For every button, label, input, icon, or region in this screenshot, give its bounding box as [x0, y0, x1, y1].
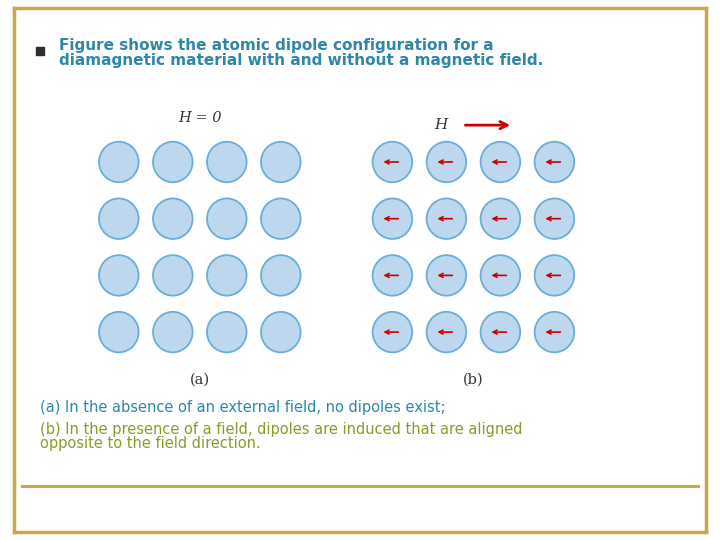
- Ellipse shape: [207, 198, 246, 239]
- Ellipse shape: [426, 198, 467, 239]
- Ellipse shape: [534, 141, 575, 183]
- Ellipse shape: [481, 312, 521, 353]
- Ellipse shape: [534, 255, 575, 295]
- Ellipse shape: [426, 312, 467, 353]
- Ellipse shape: [261, 312, 301, 353]
- Ellipse shape: [481, 255, 521, 295]
- Ellipse shape: [373, 198, 413, 239]
- Text: H: H: [434, 118, 448, 132]
- Ellipse shape: [534, 198, 575, 239]
- Ellipse shape: [261, 141, 301, 183]
- Ellipse shape: [481, 141, 521, 183]
- Text: (b) In the presence of a field, dipoles are induced that are aligned: (b) In the presence of a field, dipoles …: [40, 422, 522, 437]
- Text: (a): (a): [190, 373, 210, 387]
- Text: (a) In the absence of an external field, no dipoles exist;: (a) In the absence of an external field,…: [40, 400, 445, 415]
- Ellipse shape: [207, 312, 246, 353]
- Ellipse shape: [207, 141, 246, 183]
- Text: Figure shows the atomic dipole configuration for a: Figure shows the atomic dipole configura…: [59, 38, 494, 53]
- Ellipse shape: [534, 312, 575, 353]
- Ellipse shape: [153, 198, 193, 239]
- Ellipse shape: [426, 141, 467, 183]
- Ellipse shape: [153, 312, 193, 353]
- Ellipse shape: [207, 255, 246, 295]
- Ellipse shape: [153, 255, 193, 295]
- Ellipse shape: [261, 198, 301, 239]
- Ellipse shape: [99, 141, 139, 183]
- Text: H = 0: H = 0: [178, 111, 222, 125]
- Ellipse shape: [99, 255, 139, 295]
- Text: (b): (b): [463, 373, 484, 387]
- Ellipse shape: [261, 255, 301, 295]
- Ellipse shape: [99, 312, 139, 353]
- Ellipse shape: [373, 141, 413, 183]
- Ellipse shape: [373, 312, 413, 353]
- Ellipse shape: [373, 255, 413, 295]
- Ellipse shape: [426, 255, 467, 295]
- Text: diamagnetic material with and without a magnetic field.: diamagnetic material with and without a …: [59, 53, 544, 68]
- Ellipse shape: [481, 198, 521, 239]
- Text: opposite to the field direction.: opposite to the field direction.: [40, 436, 261, 451]
- Ellipse shape: [153, 141, 193, 183]
- Ellipse shape: [99, 198, 139, 239]
